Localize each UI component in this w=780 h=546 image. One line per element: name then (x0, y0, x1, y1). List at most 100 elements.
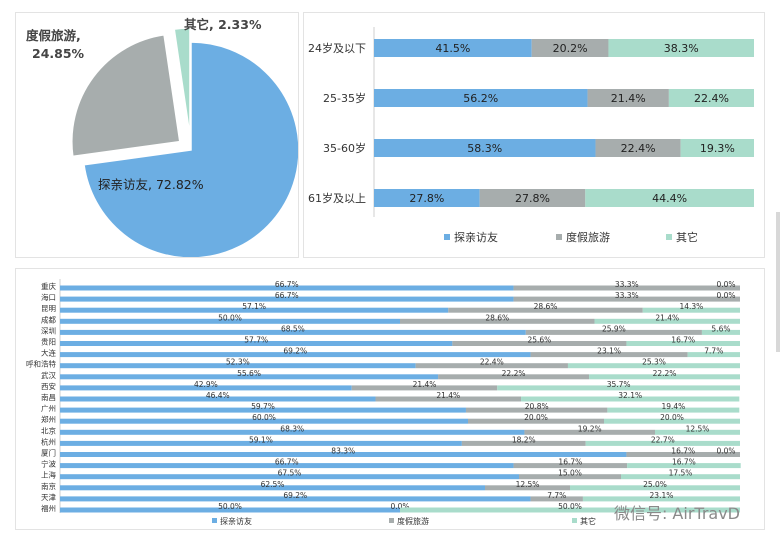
city-bar-value: 21.4% (655, 313, 679, 322)
age-legend-label: 度假旅游 (566, 230, 610, 244)
city-bar-value: 50.0% (218, 502, 242, 511)
city-bar-segment (60, 352, 531, 358)
city-bar-segment (621, 474, 740, 480)
city-bar-value: 16.7% (672, 458, 696, 467)
age-bar-value: 20.2% (553, 42, 588, 55)
city-bar-segment (60, 318, 400, 324)
pie-slice-0 (83, 41, 300, 259)
city-category-label: 大连 (41, 348, 56, 358)
city-category-label: 西安 (41, 381, 56, 391)
city-bar-value: 7.7% (704, 347, 723, 356)
city-bar-value: 28.6% (534, 302, 558, 311)
city-bar-segment (60, 485, 485, 491)
city-bar-segment (400, 507, 740, 513)
city-legend-label: 度假旅游 (397, 516, 429, 526)
city-bar-value: 42.9% (194, 380, 218, 389)
city-bar-value: 19.2% (578, 424, 602, 433)
city-bar-segment (351, 385, 498, 391)
city-bar-segment (438, 374, 590, 380)
city-legend-swatch (212, 518, 217, 523)
city-bar-value: 59.1% (249, 435, 273, 444)
city-bar-segment (461, 440, 586, 446)
city-bar-segment (585, 440, 740, 446)
city-bar-value: 22.7% (651, 435, 675, 444)
city-bar-value: 21.4% (413, 380, 437, 389)
city-bar-value: 67.5% (278, 469, 302, 478)
city-bar-segment (626, 341, 740, 346)
city-category-label: 郑州 (41, 414, 56, 424)
age-legend-swatch (666, 234, 672, 240)
city-bar-segment (627, 463, 741, 469)
city-bar-value: 68.3% (280, 424, 304, 433)
city-bar-segment (468, 418, 604, 424)
city-bar-segment (521, 396, 740, 402)
city-bar-segment (626, 452, 740, 457)
city-bar-segment (60, 407, 466, 413)
city-bar-segment (60, 307, 449, 313)
watermark: 微信号: AirTravD (613, 504, 740, 523)
city-bar-value: 62.5% (261, 480, 285, 489)
city-bar-value: 22.4% (480, 358, 504, 367)
city-bar-segment (60, 440, 462, 446)
age-bar-value: 41.5% (435, 42, 470, 55)
city-bar-value: 18.2% (512, 435, 536, 444)
age-category-label: 24岁及以下 (308, 41, 366, 55)
city-bar-segment (497, 385, 740, 391)
city-bar-value: 52.3% (226, 358, 250, 367)
city-bar-segment (375, 396, 522, 402)
city-category-label: 南京 (41, 481, 56, 491)
city-category-label: 宁波 (41, 459, 56, 469)
age-bar-value: 22.4% (621, 142, 656, 155)
city-bar-segment (701, 329, 740, 335)
city-bar-value: 83.3% (331, 447, 355, 456)
city-bar-segment (60, 285, 514, 291)
city-bar-value: 20.8% (525, 402, 549, 411)
city-bar-segment (513, 463, 628, 469)
city-bar-segment (60, 496, 531, 502)
city-bar-value: 59.7% (251, 402, 275, 411)
age-legend-label: 探亲访友 (454, 230, 498, 244)
age-bar-segment (595, 139, 681, 157)
city-bar-segment (60, 418, 468, 424)
city-bar-value: 66.7% (275, 458, 299, 467)
scrollbar[interactable] (776, 212, 780, 352)
city-bar-value: 23.1% (597, 347, 621, 356)
city-bar-segment (642, 307, 740, 313)
city-bar-segment (525, 329, 702, 335)
city-bar-segment (60, 341, 453, 346)
age-bar-segment (585, 189, 754, 207)
city-category-label: 广州 (41, 403, 56, 413)
city-bar-value: 15.0% (558, 469, 582, 478)
city-bar-value: 25.9% (602, 324, 626, 333)
age-bar-segment (608, 39, 754, 57)
city-bar-segment (465, 407, 608, 413)
city-bar-segment (513, 285, 740, 291)
city-bar-chart: 重庆 66.7% 33.3% 0.0% 海口 66.7% 33.3% 0.0% 昆明 57.1% 2… (26, 279, 741, 526)
city-bar-segment (524, 429, 655, 435)
city-bar-value: 0.0% (716, 447, 735, 456)
city-bar-value: 55.6% (237, 369, 261, 378)
city-bar-segment (589, 374, 740, 380)
city-bar-value: 12.5% (686, 424, 710, 433)
age-panel: 24岁及以下 41.5% 20.2% 38.3% 25-35岁 56.2% 21.4% 22.… (303, 12, 765, 258)
age-legend-swatch (556, 234, 562, 240)
age-bar-segment (374, 189, 480, 207)
city-bar-value: 57.1% (242, 302, 266, 311)
pie-panel: 探亲访友, 72.82% 度假旅游, 24.85% 其它, 2.33% (15, 12, 300, 259)
city-category-label: 福州 (41, 504, 56, 513)
city-bar-segment (452, 341, 627, 346)
city-bar-value: 21.4% (436, 391, 460, 400)
city-bar-value: 50.0% (218, 313, 242, 322)
city-bar-value: 12.5% (516, 480, 540, 489)
age-bar-value: 21.4% (611, 92, 646, 105)
age-category-label: 35-60岁 (323, 141, 366, 155)
city-bar-value: 0.0% (716, 280, 735, 289)
city-bar-value: 16.7% (671, 336, 695, 345)
city-bar-value: 25.3% (642, 358, 666, 367)
city-category-label: 呼和浩特 (26, 359, 56, 369)
city-legend-swatch (389, 518, 394, 523)
city-bar-segment (513, 296, 740, 302)
pie-chart: 探亲访友, 72.82% 度假旅游, 24.85% 其它, 2.33% (26, 17, 300, 259)
city-bar-segment (485, 485, 570, 491)
age-bar-value: 58.3% (467, 142, 502, 155)
